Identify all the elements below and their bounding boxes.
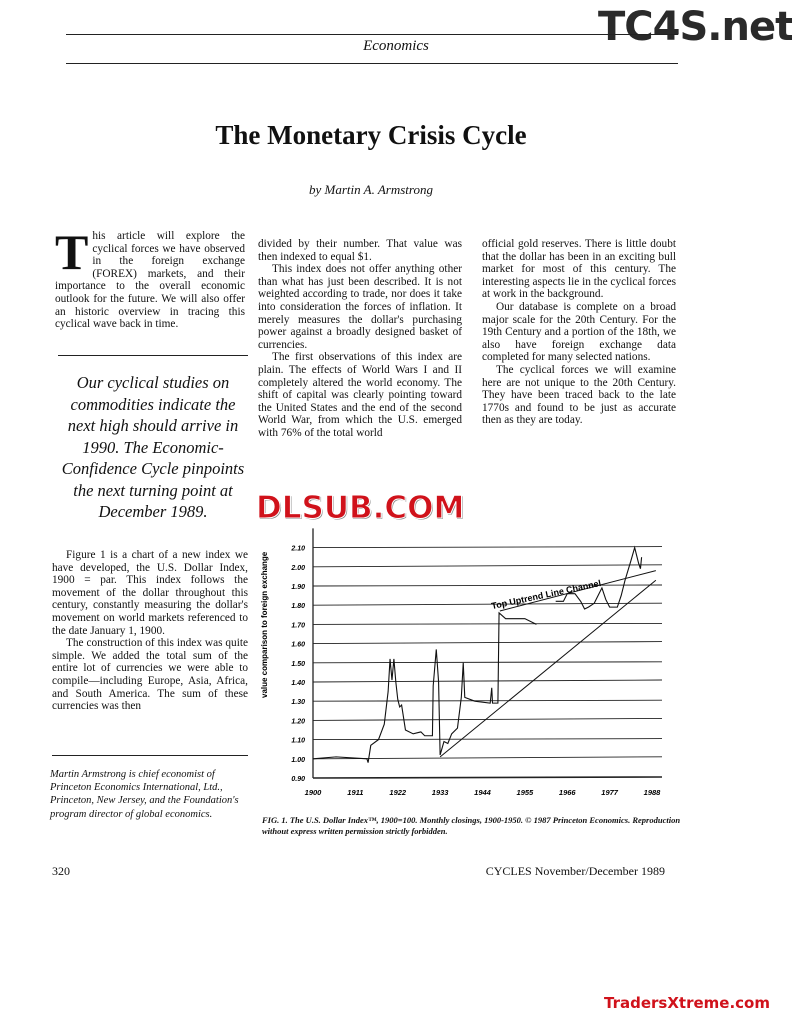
y-tick-label: 1.90 bbox=[291, 584, 305, 591]
paragraph: The first observations of this index are… bbox=[258, 351, 462, 439]
dollar-index-chart: 0.90 1.00 1.10 1.20 1.30 1.40 1.50 1.60 1.70 1.80… bbox=[260, 528, 663, 797]
gridline bbox=[312, 679, 663, 683]
column-1: Figure 1 is a chart of a new index we ha… bbox=[52, 549, 248, 713]
watermark-logo-tradersxtreme: TradersXtreme.com bbox=[604, 994, 770, 1012]
figure-caption: FIG. 1. The U.S. Dollar Index™, 1900=100… bbox=[262, 815, 681, 836]
paragraph: Figure 1 is a chart of a new index we ha… bbox=[52, 549, 248, 637]
y-tick-label: 1.30 bbox=[291, 699, 305, 706]
page-number: 320 bbox=[52, 864, 70, 878]
gridline bbox=[312, 776, 663, 779]
intro-text: his article will explore the cyclical fo… bbox=[55, 230, 245, 331]
x-tick-label: 1933 bbox=[432, 788, 450, 797]
gridline bbox=[312, 546, 663, 549]
paragraph: This index does not offer anything other… bbox=[258, 263, 462, 351]
gridline bbox=[312, 717, 663, 721]
dollar-index-series bbox=[555, 545, 643, 610]
top-uptrend-line bbox=[499, 570, 656, 612]
dollar-index-series bbox=[312, 611, 537, 763]
section-label: Economics bbox=[363, 38, 429, 54]
gridline bbox=[312, 756, 663, 760]
gridline bbox=[312, 738, 663, 741]
x-tick-label: 1900 bbox=[305, 788, 323, 797]
gridline bbox=[312, 584, 663, 587]
paragraph: Our database is complete on a broad majo… bbox=[482, 300, 676, 364]
pull-quote: Our cyclical studies on commodities indi… bbox=[61, 373, 245, 521]
bio-rule bbox=[52, 755, 248, 756]
y-tick-label: 0.90 bbox=[291, 776, 305, 783]
publication-footer: CYCLES November/December 1989 bbox=[485, 864, 665, 878]
gridline bbox=[312, 622, 663, 625]
y-tick-label: 1.60 bbox=[291, 642, 305, 649]
gridline bbox=[312, 661, 663, 664]
byline: by Martin A. Armstrong bbox=[309, 182, 433, 197]
y-tick-label: 1.50 bbox=[291, 661, 305, 668]
x-tick-label: 1922 bbox=[389, 788, 407, 797]
watermark-logo-tc4s: TC4S.net bbox=[598, 4, 792, 50]
trendline-annotation: Top Uptrend Line Channel bbox=[490, 578, 601, 611]
author-bio: Martin Armstrong is chief economist of P… bbox=[50, 769, 239, 820]
y-tick-label: 2.00 bbox=[290, 565, 305, 572]
watermark-logo-dlsub: DLSUB.COM bbox=[255, 490, 465, 527]
y-tick-label: 1.20 bbox=[291, 718, 305, 725]
x-tick-label: 1977 bbox=[601, 788, 619, 797]
x-tick-label: 1944 bbox=[474, 788, 492, 797]
paragraph: divided by their number. That value was … bbox=[258, 238, 462, 263]
x-tick-label: 1966 bbox=[559, 788, 577, 797]
drop-cap: T bbox=[55, 224, 89, 280]
column-3: official gold reserves. There is little … bbox=[482, 238, 676, 427]
gridline bbox=[312, 699, 663, 702]
x-tick-label: 1955 bbox=[517, 788, 535, 797]
x-tick-label: 1988 bbox=[644, 788, 662, 797]
lower-uptrend-line bbox=[439, 579, 657, 758]
y-tick-label: 1.40 bbox=[291, 680, 305, 687]
paragraph: The construction of this index was quite… bbox=[52, 637, 248, 713]
y-tick-label: 1.70 bbox=[291, 622, 305, 629]
y-tick-label: 1.80 bbox=[291, 603, 305, 610]
y-tick-label: 2.10 bbox=[290, 546, 305, 553]
column-2: divided by their number. That value was … bbox=[258, 238, 462, 440]
gridline bbox=[312, 602, 663, 606]
gridline bbox=[312, 641, 663, 645]
gridline bbox=[312, 564, 663, 568]
article-title: The Monetary Crisis Cycle bbox=[215, 120, 527, 150]
y-tick-label: 1.10 bbox=[291, 738, 305, 745]
x-tick-label: 1911 bbox=[347, 788, 363, 797]
paragraph: The cyclical forces we will examine here… bbox=[482, 363, 676, 427]
paragraph: official gold reserves. There is little … bbox=[482, 238, 676, 301]
header-rule-top bbox=[66, 34, 678, 35]
y-tick-label: 1.00 bbox=[291, 757, 305, 764]
y-axis-label: value comparison to foreign exchange bbox=[260, 551, 269, 698]
header-rule-bottom bbox=[66, 63, 678, 64]
pull-quote-rule bbox=[58, 355, 248, 356]
